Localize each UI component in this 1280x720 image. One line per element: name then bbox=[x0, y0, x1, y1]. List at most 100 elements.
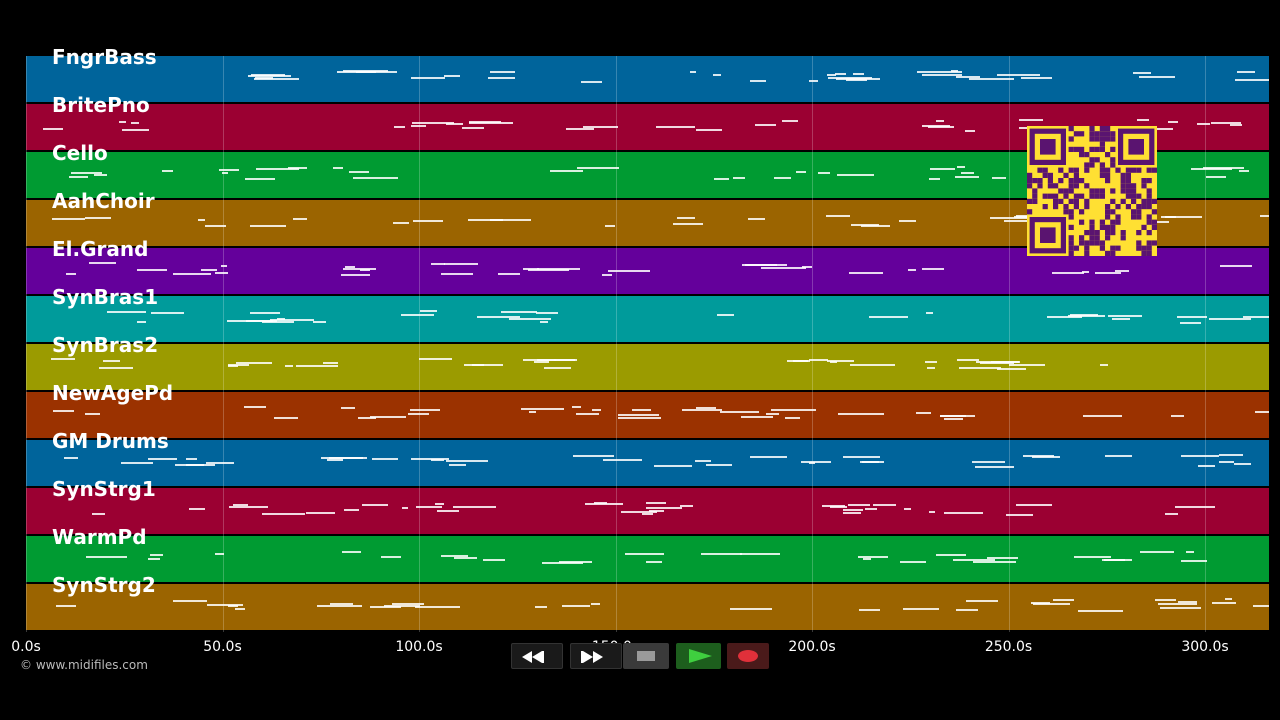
play-button[interactable] bbox=[676, 643, 721, 669]
midi-note bbox=[66, 273, 76, 276]
midi-note bbox=[713, 74, 722, 77]
midi-note bbox=[956, 358, 980, 361]
midi-note bbox=[1181, 454, 1219, 457]
midi-note bbox=[827, 359, 855, 362]
midi-note bbox=[53, 410, 74, 413]
midi-note bbox=[198, 219, 206, 222]
midi-note bbox=[1108, 315, 1143, 318]
fast-forward-button[interactable] bbox=[570, 643, 622, 669]
midi-note bbox=[440, 554, 469, 557]
copyright-text: © www.midifiles.com bbox=[20, 658, 148, 672]
midi-note bbox=[965, 129, 976, 132]
midi-note bbox=[706, 463, 733, 466]
midi-note bbox=[793, 359, 810, 362]
track-label: SynBras2 bbox=[52, 333, 159, 357]
midi-note bbox=[1137, 118, 1150, 121]
stop-button[interactable] bbox=[623, 643, 669, 669]
midi-note bbox=[534, 361, 550, 364]
midi-note bbox=[342, 268, 377, 271]
midi-note bbox=[748, 218, 765, 221]
track-lane bbox=[26, 584, 1269, 630]
midi-note bbox=[719, 411, 760, 414]
midi-note bbox=[717, 313, 735, 316]
midi-note bbox=[849, 364, 895, 367]
midi-note bbox=[1032, 602, 1070, 605]
midi-note bbox=[1008, 364, 1045, 367]
track-lane bbox=[26, 296, 1269, 342]
midi-note bbox=[694, 460, 712, 463]
midi-note bbox=[801, 460, 831, 463]
midi-note bbox=[771, 409, 817, 412]
midi-note bbox=[954, 175, 980, 178]
midi-note bbox=[130, 121, 140, 124]
midi-note bbox=[922, 125, 950, 128]
midi-note bbox=[234, 607, 246, 610]
gridline bbox=[419, 56, 420, 632]
midi-note bbox=[576, 166, 620, 169]
midi-note bbox=[959, 366, 1001, 369]
midi-note bbox=[817, 171, 831, 174]
midi-note bbox=[70, 172, 103, 175]
midi-note bbox=[842, 512, 861, 515]
midi-note bbox=[312, 320, 327, 323]
midi-note bbox=[534, 606, 547, 609]
midi-note bbox=[972, 461, 1005, 464]
midi-note bbox=[348, 170, 369, 173]
midi-note bbox=[821, 504, 845, 507]
midi-note bbox=[987, 556, 1018, 559]
midi-note bbox=[1018, 118, 1044, 121]
record-button[interactable] bbox=[727, 643, 769, 669]
time-tick-label: 50.0s bbox=[203, 639, 242, 655]
midi-note bbox=[550, 170, 583, 173]
midi-note bbox=[527, 269, 569, 272]
midi-note bbox=[583, 125, 619, 128]
midi-note bbox=[490, 70, 515, 73]
midi-note bbox=[1191, 168, 1233, 171]
gridline bbox=[812, 56, 813, 632]
midi-note bbox=[149, 553, 163, 556]
midi-note bbox=[782, 120, 798, 123]
midi-note bbox=[1218, 460, 1235, 463]
midi-note bbox=[1021, 77, 1052, 80]
midi-note bbox=[848, 272, 883, 275]
midi-note bbox=[63, 456, 79, 459]
midi-note bbox=[1170, 415, 1184, 417]
rewind-button[interactable] bbox=[511, 643, 563, 669]
stop-icon bbox=[637, 651, 655, 661]
midi-note bbox=[1100, 363, 1108, 366]
midi-note bbox=[1082, 414, 1123, 417]
midi-note bbox=[370, 416, 407, 419]
midi-note bbox=[1164, 215, 1177, 218]
midi-note bbox=[508, 318, 552, 321]
midi-note bbox=[829, 361, 838, 364]
midi-note bbox=[327, 458, 344, 461]
midi-note bbox=[412, 219, 443, 222]
midi-note bbox=[1139, 76, 1175, 79]
midi-note bbox=[926, 366, 935, 369]
midi-note bbox=[864, 507, 877, 510]
midi-note bbox=[1111, 318, 1130, 321]
midi-note bbox=[136, 269, 168, 272]
midi-note bbox=[591, 408, 602, 411]
midi-note bbox=[544, 367, 572, 370]
midi-note bbox=[956, 608, 979, 611]
midi-note bbox=[467, 219, 504, 222]
midi-note bbox=[394, 126, 406, 129]
midi-note bbox=[92, 512, 106, 515]
midi-note bbox=[200, 269, 218, 272]
midi-note bbox=[956, 75, 981, 78]
midi-note bbox=[1154, 599, 1177, 602]
midi-note bbox=[1179, 321, 1201, 324]
midi-note bbox=[899, 560, 927, 563]
midi-note bbox=[227, 364, 239, 367]
midi-note bbox=[174, 463, 204, 466]
midi-note bbox=[618, 417, 661, 420]
midi-note bbox=[869, 315, 908, 318]
midi-note bbox=[1157, 602, 1197, 605]
track-label: SynBras1 bbox=[52, 285, 159, 309]
midi-note bbox=[469, 120, 501, 123]
midi-note bbox=[929, 510, 936, 513]
midi-note bbox=[952, 558, 996, 561]
midi-note bbox=[749, 455, 787, 458]
midi-note bbox=[254, 78, 300, 81]
